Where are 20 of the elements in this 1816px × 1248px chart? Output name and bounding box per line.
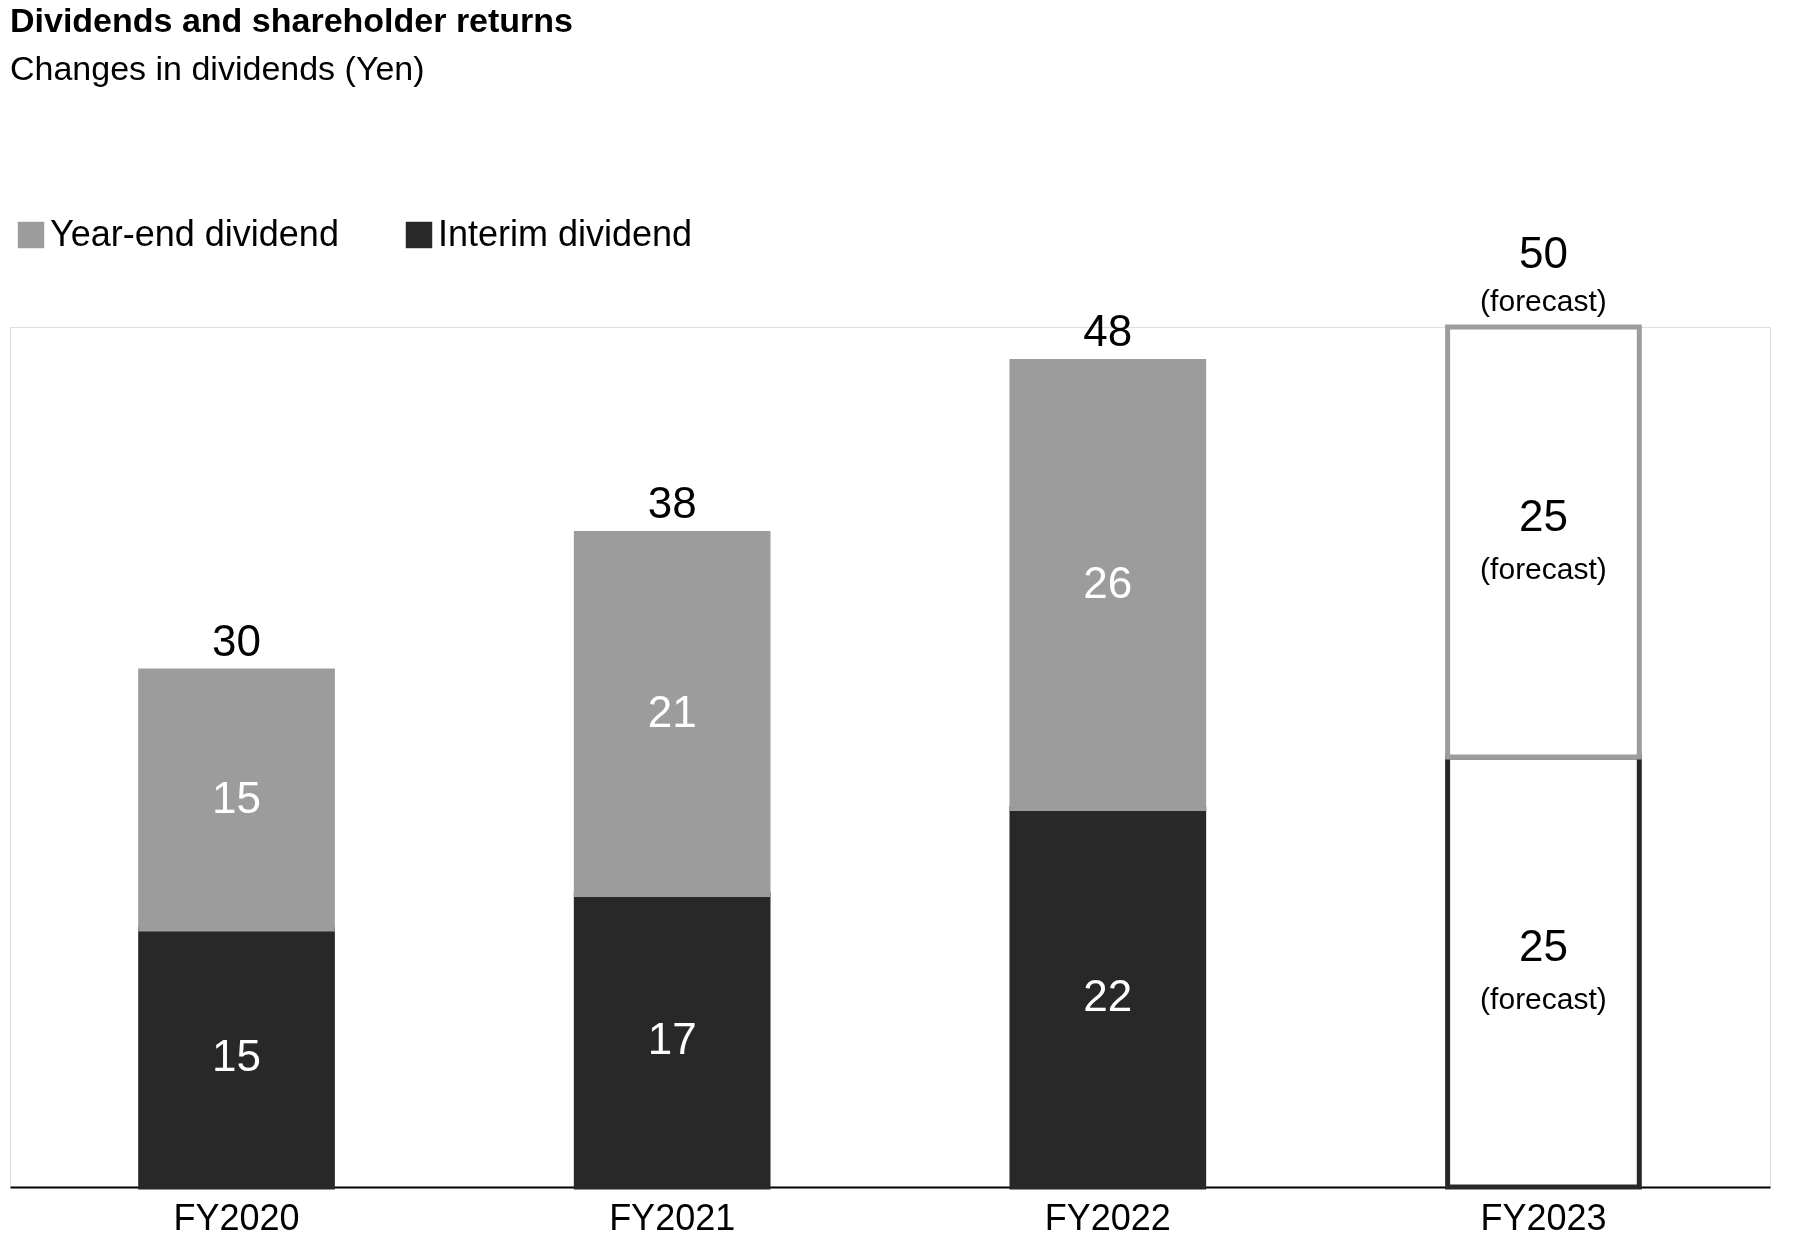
data-label: 22	[1083, 970, 1133, 1020]
x-tick-label: FY2021	[609, 1196, 736, 1238]
legend-label: Year-end dividend	[50, 213, 339, 254]
total-label: 30	[212, 616, 262, 665]
total-label: 38	[647, 478, 697, 528]
total-label: 48	[1083, 306, 1133, 356]
total-label: 50 (forecast)	[1480, 228, 1607, 317]
x-tick-label: FY2020	[173, 1196, 300, 1238]
x-tick-label: FY2022	[1044, 1196, 1171, 1238]
text: 25 (forecast)	[1480, 491, 1607, 585]
data-label: 15	[212, 773, 262, 822]
chart-title: Dividends and shareholder returns	[10, 1, 574, 39]
legend-label: Interim dividend	[438, 213, 693, 254]
data-label: 26	[1083, 558, 1133, 607]
x-tick-label: FY2023	[1480, 1196, 1607, 1238]
chart-subtitle: Changes in dividends (Yen)	[10, 49, 425, 87]
text: 25 (forecast)	[1480, 921, 1607, 1015]
data-label: 17	[647, 1013, 697, 1063]
data-label: 21	[647, 687, 697, 736]
data-label: 15	[212, 1031, 262, 1080]
